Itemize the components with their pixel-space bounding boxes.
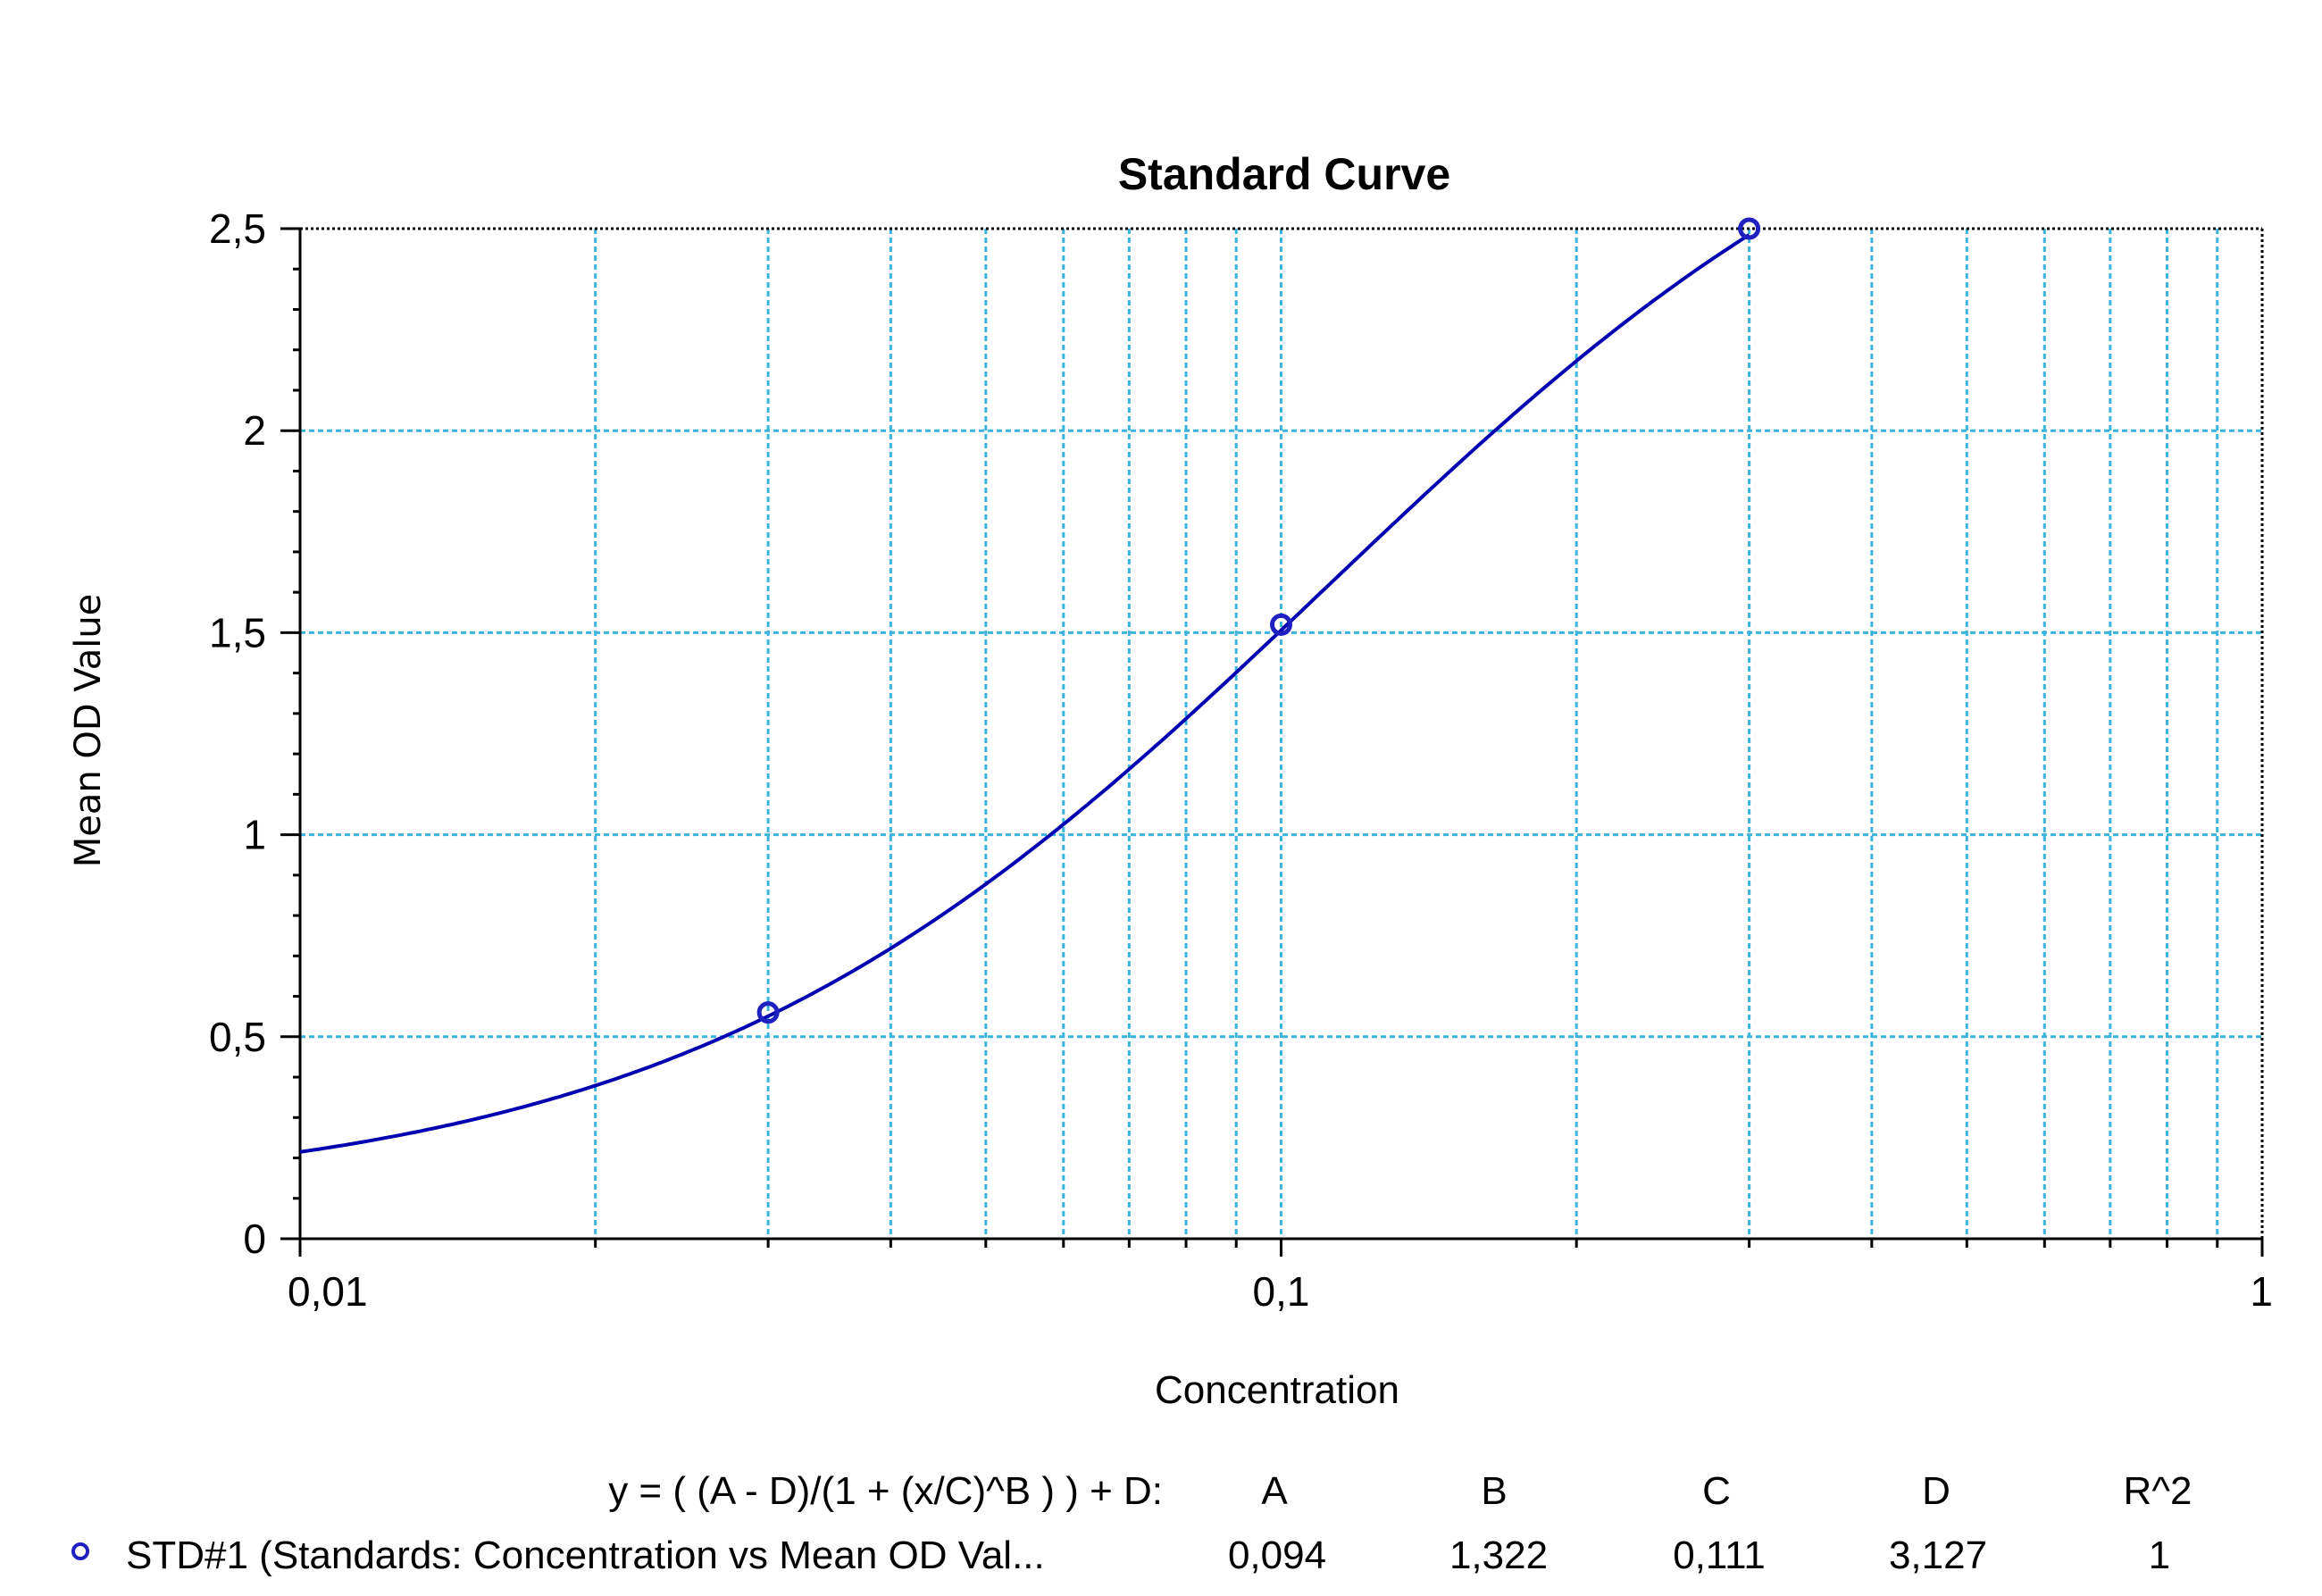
axes <box>280 227 2264 1257</box>
y-tick-label: 1 <box>243 812 266 858</box>
y-tick-label: 0 <box>243 1216 266 1262</box>
curve-fit-table: y = ( (A - D)/(1 + (x/C)^B ) ) + D: A B … <box>0 1442 2322 1594</box>
tick-labels: 0 0,5 1 1,5 2 2,5 0,01 0,1 1 <box>209 205 2273 1315</box>
data-point <box>1738 217 1761 240</box>
y-tick-label: 0,5 <box>209 1014 266 1060</box>
fit-curve <box>299 233 1750 1154</box>
fit-value-b: 1,322 <box>1449 1533 1549 1577</box>
legend-series-label: STD#1 (Standards: Concentration vs Mean … <box>126 1533 1045 1577</box>
fit-equation: y = ( (A - D)/(1 + (x/C)^B ) ) + D: <box>608 1469 1163 1513</box>
y-tick-label: 2,5 <box>209 205 266 252</box>
fit-curve-layer <box>299 233 1750 1154</box>
y-axis-label: Mean OD Value <box>68 594 109 868</box>
circle-marker-icon <box>71 1542 89 1560</box>
data-points <box>756 217 1761 1024</box>
fit-header-a: A <box>1261 1469 1288 1513</box>
chart-title: Standard Curve <box>1118 149 1450 199</box>
fit-value-c: 0,111 <box>1673 1533 1766 1577</box>
fit-header-c: C <box>1702 1469 1731 1513</box>
x-tick-label: 0,01 <box>288 1268 368 1315</box>
fit-header-b: B <box>1481 1469 1508 1513</box>
x-axis-label: Concentration <box>1155 1368 1399 1412</box>
data-point <box>1270 613 1292 636</box>
grid-lines <box>300 229 2262 1239</box>
fit-value-d: 3,127 <box>1888 1533 1988 1577</box>
fit-header-d: D <box>1922 1469 1950 1513</box>
x-tick-label: 1 <box>2250 1268 2273 1315</box>
data-point <box>756 1001 780 1024</box>
fit-value-r2: 1 <box>2148 1533 2171 1577</box>
fit-header-r2: R^2 <box>2123 1469 2193 1513</box>
fit-value-a: 0,094 <box>1227 1533 1327 1577</box>
x-tick-label: 0,1 <box>1253 1268 1310 1315</box>
y-tick-label: 1,5 <box>209 609 266 656</box>
y-tick-label: 2 <box>243 407 266 454</box>
